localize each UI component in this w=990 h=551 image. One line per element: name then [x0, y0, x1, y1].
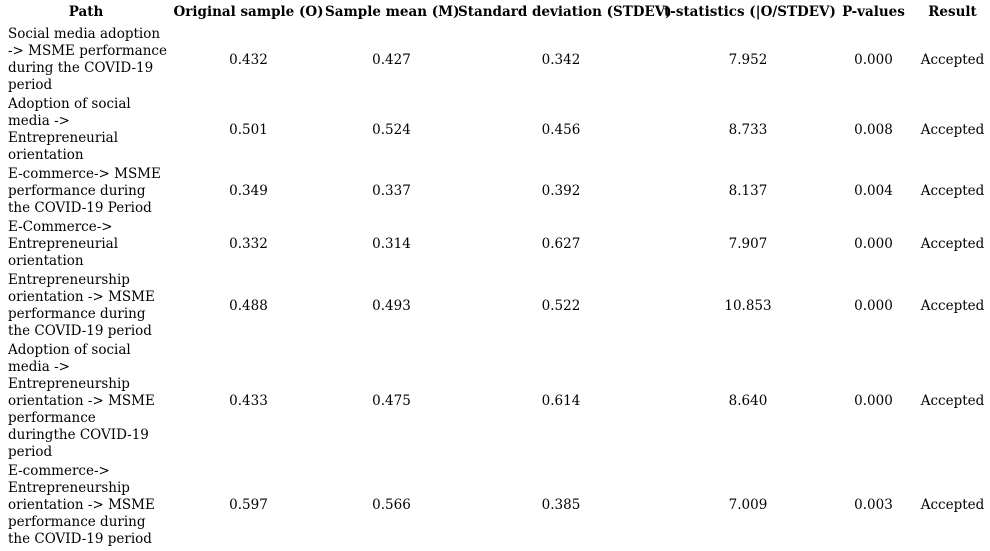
column-header-sample-mean: Sample mean (M): [325, 4, 460, 20]
result-cell: Accepted: [920, 51, 985, 68]
column-header-stdev: Standard deviation (STDEV): [458, 4, 672, 20]
sample-mean-cell: 0.566: [372, 497, 411, 513]
p-values-cell: 0.000: [854, 297, 893, 314]
p-values-cell: 0.000: [854, 236, 893, 252]
result-cell: Accepted: [920, 393, 985, 409]
table-row: Social media adoption -> MSME performanc…: [0, 25, 990, 95]
t-statistics-cell: 7.009: [728, 497, 768, 513]
p-values-cell: 0.004: [854, 183, 893, 199]
sample-mean-cell: 0.314: [372, 236, 411, 252]
column-header-result: Result: [928, 4, 977, 20]
stdev-cell: 0.627: [541, 236, 581, 252]
original-sample-cell: 0.349: [229, 183, 268, 199]
sample-mean-cell: 0.524: [372, 121, 411, 138]
result-cell: Accepted: [920, 236, 985, 252]
result-cell: Accepted: [920, 121, 985, 138]
result-cell: Accepted: [920, 297, 985, 314]
p-values-cell: 0.003: [854, 497, 893, 513]
table-row: Entrepreneurship orientation -> MSME per…: [0, 271, 990, 341]
stdev-cell: 0.522: [541, 297, 581, 314]
path-cell: Social media adoption -> MSME performanc…: [8, 26, 167, 93]
result-cell: Accepted: [920, 497, 985, 513]
table-row: Adoption of social media -> Entrepreneur…: [0, 95, 990, 165]
t-statistics-cell: 8.733: [728, 121, 768, 138]
stdev-cell: 0.392: [541, 183, 581, 199]
sample-mean-cell: 0.427: [372, 51, 411, 68]
table-row: E-commerce-> Entrepreneurship orientatio…: [0, 462, 990, 549]
table-row: E-commerce-> MSME performance during the…: [0, 165, 990, 218]
t-statistics-cell: 8.137: [728, 183, 768, 199]
stdev-cell: 0.385: [541, 497, 581, 513]
original-sample-cell: 0.597: [229, 497, 268, 513]
table-row: E-Commerce-> Entrepreneurial orientation…: [0, 218, 990, 271]
sample-mean-cell: 0.337: [372, 183, 411, 199]
p-values-cell: 0.000: [854, 393, 893, 409]
column-header-original-sample: Original sample (O): [173, 4, 324, 20]
table-header-row: Path Original sample (O) Sample mean (M)…: [0, 0, 990, 25]
t-statistics-cell: 8.640: [728, 393, 768, 409]
original-sample-cell: 0.501: [229, 121, 268, 138]
original-sample-cell: 0.433: [229, 393, 268, 409]
original-sample-cell: 0.432: [229, 51, 268, 68]
stdev-cell: 0.614: [541, 393, 581, 409]
stdev-cell: 0.456: [541, 121, 581, 138]
t-statistics-cell: 7.907: [728, 236, 768, 252]
path-cell: E-commerce-> Entrepreneurship orientatio…: [8, 463, 155, 547]
path-cell: Adoption of social media -> Entrepreneur…: [8, 342, 155, 460]
path-cell: E-commerce-> MSME performance during the…: [8, 166, 161, 216]
original-sample-cell: 0.332: [229, 236, 268, 252]
column-header-path: Path: [68, 4, 104, 20]
result-cell: Accepted: [920, 183, 985, 199]
t-statistics-cell: 10.853: [724, 297, 772, 314]
path-cell: Entrepreneurship orientation -> MSME per…: [8, 272, 155, 339]
t-statistics-cell: 7.952: [728, 51, 768, 68]
stdev-cell: 0.342: [541, 51, 581, 68]
table-row: Adoption of social media -> Entrepreneur…: [0, 341, 990, 462]
sample-mean-cell: 0.493: [372, 297, 411, 314]
path-cell: E-Commerce-> Entrepreneurial orientation: [8, 219, 119, 269]
p-values-cell: 0.008: [854, 121, 893, 138]
original-sample-cell: 0.488: [229, 297, 268, 314]
p-values-cell: 0.000: [854, 51, 893, 68]
column-header-p-values: P-values: [842, 4, 905, 20]
sample-mean-cell: 0.475: [372, 393, 411, 409]
path-cell: Adoption of social media -> Entrepreneur…: [8, 96, 131, 163]
column-header-t-statistics: t-statistics (|O/STDEV): [664, 4, 836, 20]
